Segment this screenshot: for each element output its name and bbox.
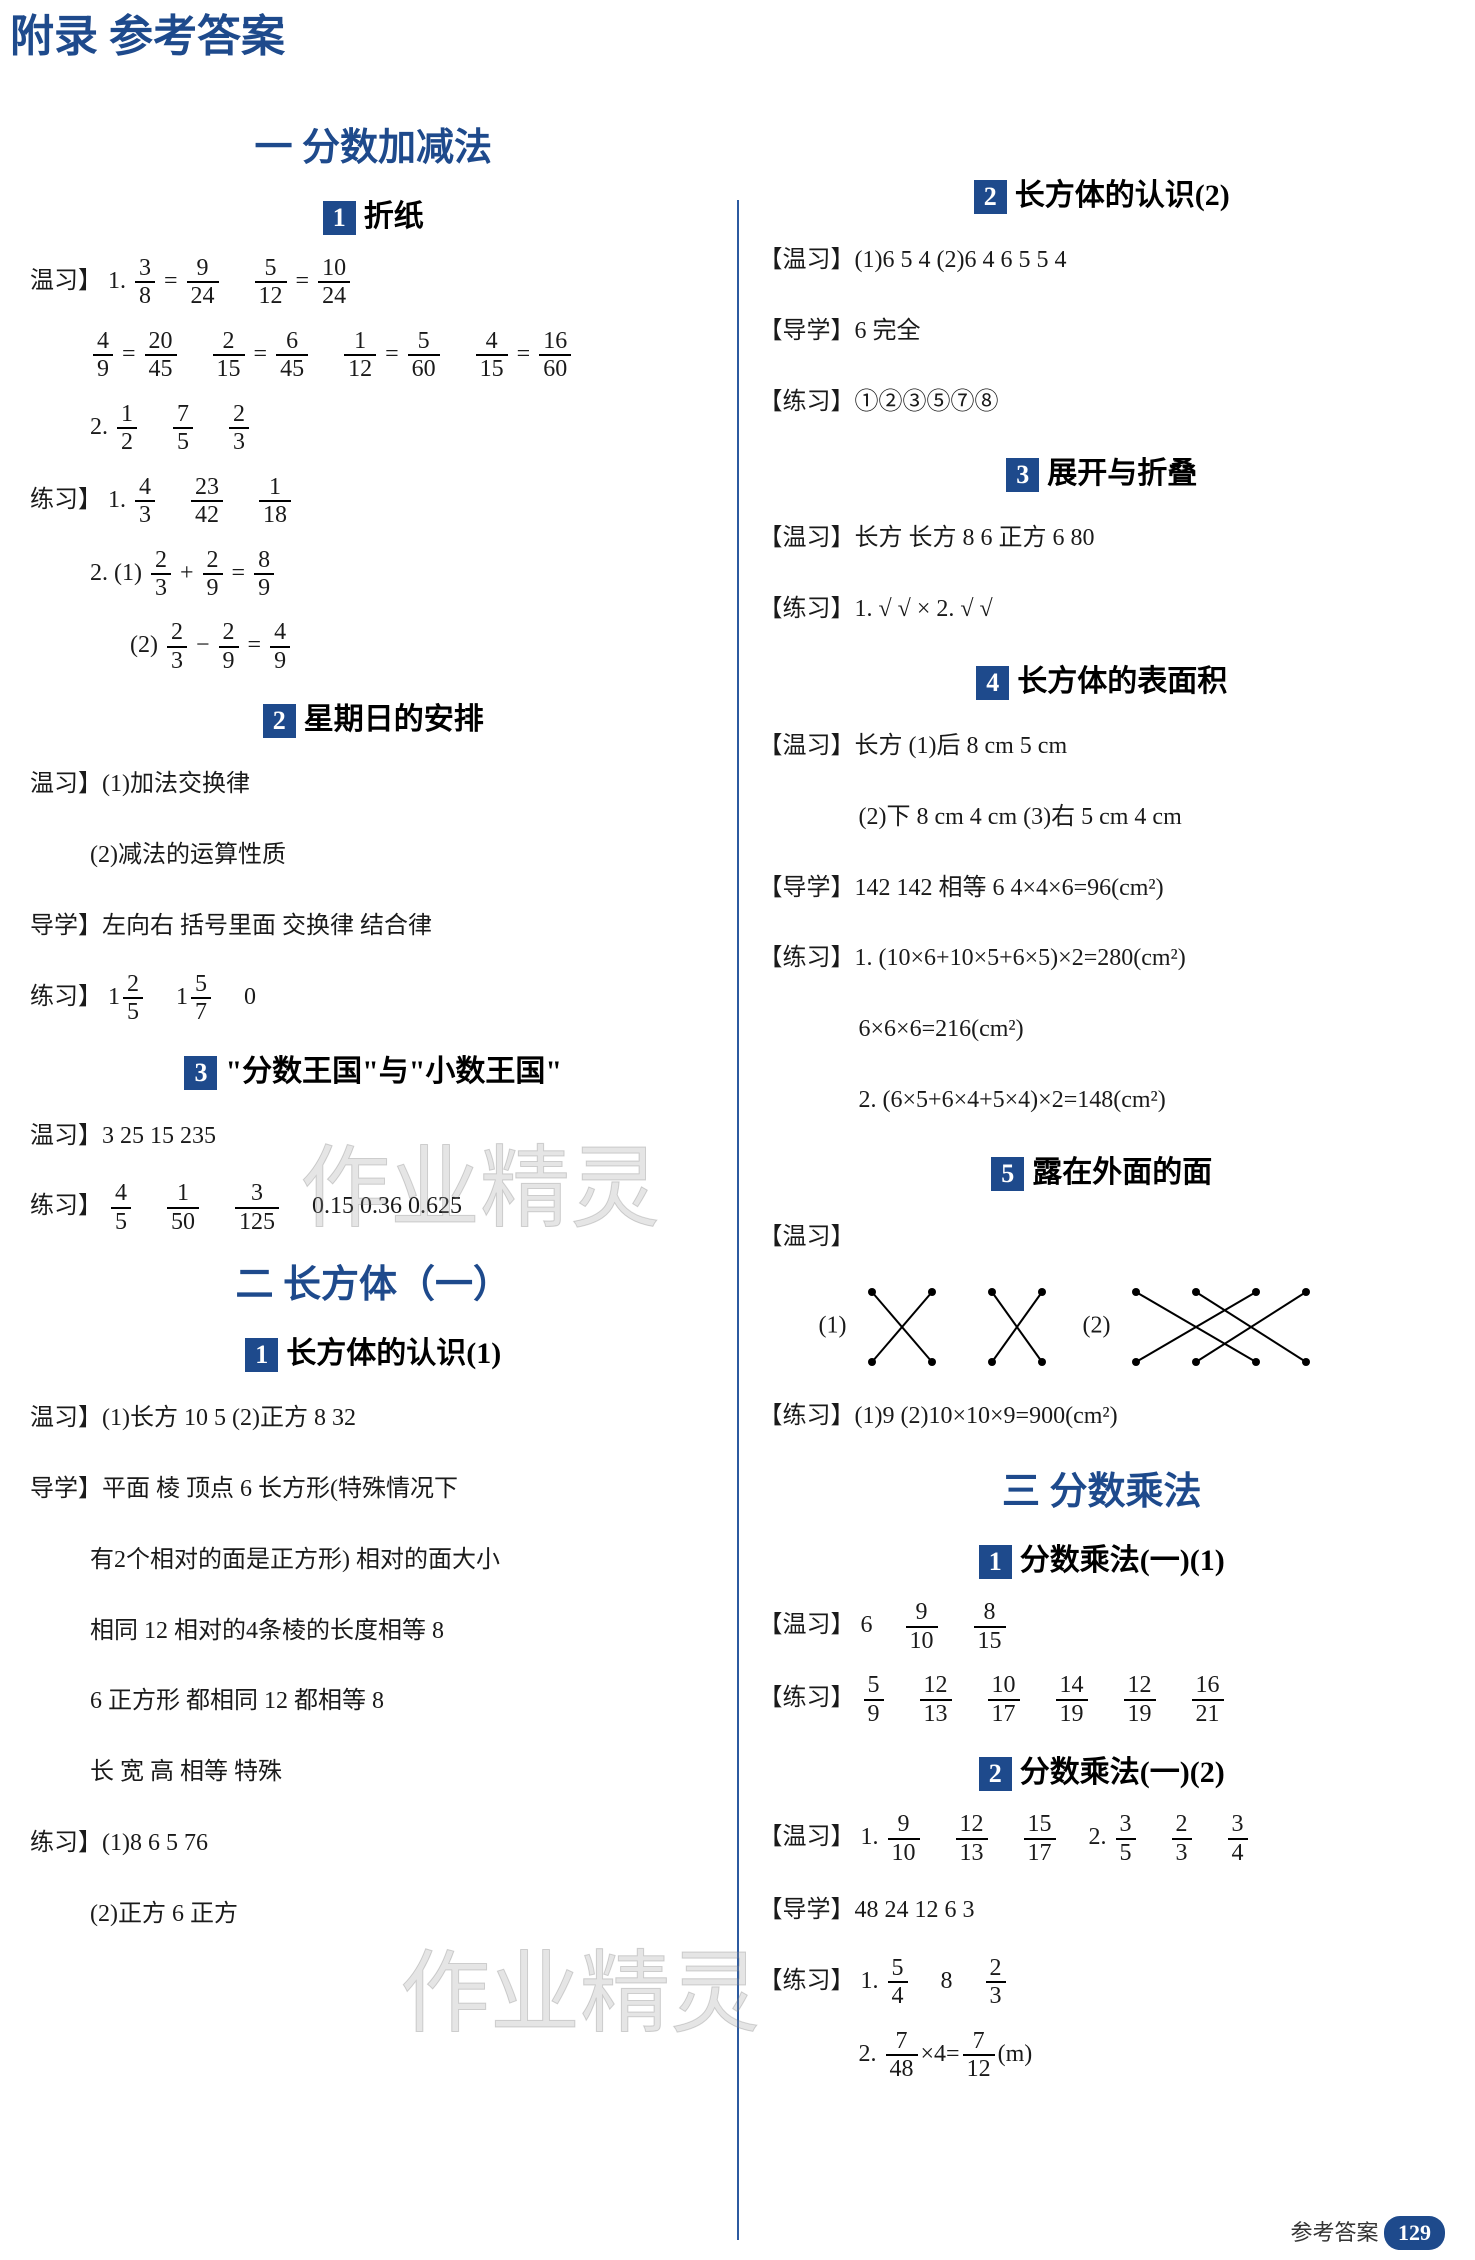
rs4-l2: 6×6×6=216(cm²) (759, 1003, 1446, 1056)
u2s1-l1: 练习】(1)8 6 5 76 (30, 1817, 717, 1870)
u2s1-w1: 温习】(1)长方 10 5 (2)正方 8 32 (30, 1392, 717, 1445)
u2s1-d2: 有2个相对的面是正方形) 相对的面大小 (30, 1534, 717, 1587)
section-fenshu-wangguo: 3"分数王国"与"小数王国" (30, 1046, 717, 1090)
right-column: 2长方体的认识(2) 【温习】(1)6 5 4 (2)6 4 6 5 5 4 【… (739, 100, 1466, 2240)
rs4-w2: (2)下 8 cm 4 cm (3)右 5 cm 4 cm (759, 791, 1446, 844)
unit-2-title: 二 长方体（一） (30, 1253, 717, 1308)
page-content: 一 分数加减法 1折纸 温习】 1. 38 = 924 512 = 1024 4… (0, 80, 1475, 2260)
u3s2-d1: 【导学】48 24 12 6 3 (759, 1884, 1446, 1937)
rs2-l1: 【练习】①②③⑤⑦⑧ (759, 376, 1446, 429)
badge-r4: 4 (976, 666, 1009, 700)
lianxi-1-line2: 2. (1) 23 + 29 = 89 (30, 547, 717, 602)
badge-r3: 3 (1006, 458, 1039, 492)
section-fscf1: 1分数乘法(一)(1) (759, 1535, 1446, 1579)
section-fscf2: 2分数乘法(一)(2) (759, 1747, 1446, 1791)
s3-l1: 练习】 45 150 3125 0.15 0.36 0.625 (30, 1180, 717, 1235)
s2-d1: 导学】左向右 括号里面 交换律 结合律 (30, 900, 717, 953)
footer-label: 参考答案 (1290, 2220, 1378, 2245)
rs5-diagram: (1) (2) (759, 1282, 1446, 1372)
u3s2-l1: 【练习】 1. 54 8 23 (759, 1955, 1446, 2010)
u2s1-d3: 相同 12 相对的4条棱的长度相等 8 (30, 1605, 717, 1658)
rs5-l1: 【练习】(1)9 (2)10×10×9=900(cm²) (759, 1390, 1446, 1443)
u2s1-d4: 6 正方形 都相同 12 都相等 8 (30, 1675, 717, 1728)
page-footer: 参考答案 129 (1290, 2215, 1445, 2250)
unit-1-title: 一 分数加减法 (30, 116, 717, 171)
u3s1-w1: 【温习】 6 910 815 (759, 1599, 1446, 1654)
s2-w2: (2)减法的运算性质 (30, 829, 717, 882)
s2-w1: 温习】(1)加法交换律 (30, 758, 717, 811)
rs4-l3: 2. (6×5+6×4+5×4)×2=148(cm²) (759, 1074, 1446, 1127)
wenxi-1-line3: 2. 12 75 23 (30, 401, 717, 456)
unit-3-title: 三 分数乘法 (759, 1460, 1446, 1515)
section-luzai: 5露在外面的面 (759, 1147, 1446, 1191)
badge-u2-1: 1 (245, 1338, 278, 1372)
section-zhezhi: 1折纸 (30, 191, 717, 235)
rs2-d1: 【导学】6 完全 (759, 305, 1446, 358)
badge-u3-1: 1 (979, 1545, 1012, 1579)
badge-r5: 5 (991, 1157, 1024, 1191)
matching-diagram-2 (1116, 1282, 1316, 1372)
lianxi-1-line3: (2) 23 − 29 = 49 (30, 619, 717, 674)
u3s2-w1: 【温习】 1. 910 1213 1517 2. 35 23 34 (759, 1811, 1446, 1866)
u2s1-d5: 长 宽 高 相等 特殊 (30, 1746, 717, 1799)
rs4-l1: 【练习】1. (10×6+10×5+6×5)×2=280(cm²) (759, 932, 1446, 985)
u2s1-l2: (2)正方 6 正方 (30, 1888, 717, 1941)
left-column: 一 分数加减法 1折纸 温习】 1. 38 = 924 512 = 1024 4… (10, 100, 737, 2240)
u2s1-d1: 导学】平面 棱 顶点 6 长方形(特殊情况下 (30, 1463, 717, 1516)
rs5-w: 【温习】 (759, 1211, 1446, 1264)
lianxi-1-line1: 练习】 1. 43 2342 118 (30, 474, 717, 529)
badge-r2: 2 (974, 180, 1007, 214)
matching-diagram-1 (852, 1282, 1052, 1372)
s2-l1: 练习】 125 157 0 (30, 971, 717, 1026)
badge-3: 3 (184, 1056, 217, 1090)
wenxi-1-line1: 温习】 1. 38 = 924 512 = 1024 (30, 255, 717, 310)
badge-2: 2 (263, 704, 296, 738)
rs4-d1: 【导学】142 142 相等 6 4×4×6=96(cm²) (759, 862, 1446, 915)
badge-u3-2: 2 (979, 1757, 1012, 1791)
rs4-w1: 【温习】长方 (1)后 8 cm 5 cm (759, 720, 1446, 773)
rs3-l1: 【练习】1. √ √ × 2. √ √ (759, 583, 1446, 636)
rs2-w1: 【温习】(1)6 5 4 (2)6 4 6 5 5 4 (759, 234, 1446, 287)
s3-w1: 温习】3 25 15 235 (30, 1110, 717, 1163)
section-xingqiri: 2星期日的安排 (30, 694, 717, 738)
rs3-w1: 【温习】长方 长方 8 6 正方 6 80 (759, 512, 1446, 565)
section-zhankai: 3展开与折叠 (759, 448, 1446, 492)
appendix-title: 附录 参考答案 (0, 0, 1475, 64)
u3s2-l2: 2. 748×4=712(m) (759, 2028, 1446, 2083)
badge-1: 1 (323, 201, 356, 235)
section-biaomianji: 4长方体的表面积 (759, 656, 1446, 700)
section-cft2: 2长方体的认识(2) (759, 170, 1446, 214)
wenxi-1-line2: 49 = 2045 215 = 645 112 = 560 415 = 1660 (30, 328, 717, 383)
u3s1-l1: 【练习】 59 1213 1017 1419 1219 1621 (759, 1672, 1446, 1727)
page-number: 129 (1384, 2216, 1445, 2250)
section-cft1: 1长方体的认识(1) (30, 1328, 717, 1372)
